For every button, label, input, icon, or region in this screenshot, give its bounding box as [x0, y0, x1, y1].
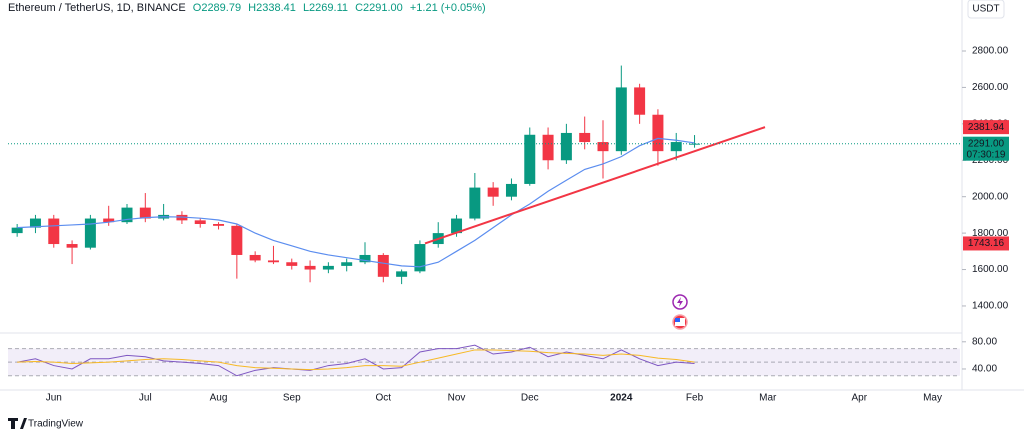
low: L2269.11 [303, 2, 348, 14]
candle-body [322, 265, 334, 270]
brand[interactable]: TradingView [8, 418, 84, 430]
candle-body [267, 260, 279, 263]
currency[interactable]: USDT [972, 4, 999, 15]
candle-body [689, 143, 701, 145]
candle-body [249, 254, 261, 261]
candle-body [359, 254, 371, 263]
candle-body [377, 254, 389, 277]
currency-box[interactable] [967, 0, 1005, 19]
candle-body [231, 225, 243, 255]
candle-body [615, 87, 627, 152]
x-tick-label: Nov [448, 393, 466, 404]
candle-body [542, 134, 554, 161]
y-tick-label: 1800.00 [972, 228, 1009, 239]
price-label-box [963, 136, 1009, 161]
trendline [424, 126, 766, 245]
countdown: 07:30:19 [967, 149, 1006, 160]
y-tick-label: 40.00 [972, 364, 997, 375]
y-tick-label: 80.00 [972, 336, 997, 347]
candle-body [286, 262, 298, 266]
candle-body [597, 142, 609, 152]
y-tick-label: 2600.00 [972, 82, 1009, 93]
moving-average [17, 137, 695, 268]
close: C2291.00 [355, 2, 403, 14]
candle-body [451, 218, 463, 234]
price-label: 2291.00 [968, 138, 1005, 149]
candle-body [103, 218, 115, 223]
price-label: 1743.16 [968, 238, 1005, 249]
x-tick-label: Jul [139, 393, 152, 404]
y-tick-label: 2800.00 [972, 46, 1009, 57]
candle-body [634, 87, 646, 115]
x-tick-label: Feb [686, 393, 704, 404]
candle-body [414, 244, 426, 272]
legend-line: Ethereum / TetherUS, 1D, BINANCE O2289.7… [8, 2, 486, 14]
x-tick-label: 2024 [610, 393, 633, 404]
candle-body [469, 187, 481, 219]
candle-body [139, 207, 151, 219]
candle-body [652, 114, 664, 152]
x-tick-label: Dec [521, 393, 539, 404]
x-tick-label: May [923, 393, 942, 404]
candle-body [29, 218, 41, 228]
flag-canton [675, 318, 680, 322]
rsi-line [17, 349, 695, 371]
candle-body [66, 244, 78, 248]
candle-body [487, 187, 499, 197]
candle-body [48, 218, 60, 245]
rsi-line [17, 344, 695, 377]
event-icons[interactable] [672, 294, 688, 330]
candle-body [304, 265, 316, 270]
change: +1.21 (+0.05%) [410, 2, 486, 14]
x-tick-label: Mar [759, 393, 777, 404]
x-tick-label: Oct [376, 393, 392, 404]
x-tick-label: Aug [210, 393, 228, 404]
candle-body [11, 227, 23, 234]
candle-body [560, 132, 572, 161]
symbol: Ethereum / TetherUS, 1D, BINANCE [8, 2, 186, 14]
candle-body [579, 132, 591, 143]
open: O2289.79 [193, 2, 241, 14]
price-label: 2381.94 [968, 122, 1005, 133]
brand-logo[interactable] [8, 418, 27, 429]
candle-body [121, 207, 133, 223]
x-tick-label: Sep [283, 393, 301, 404]
brand-name[interactable]: TradingView [28, 419, 84, 430]
candle-body [84, 218, 96, 248]
candle-body [670, 142, 682, 152]
candle-body [341, 262, 353, 266]
y-tick-label: 1600.00 [972, 264, 1009, 275]
x-tick-label: Jun [46, 393, 62, 404]
candle-body [396, 271, 408, 277]
price-label-box [963, 236, 1009, 251]
currency-button[interactable]: USDT [967, 0, 1005, 19]
x-tick-label: Apr [852, 393, 868, 404]
y-tick-label: 2000.00 [972, 191, 1009, 202]
price-label-box [963, 120, 1009, 135]
candle-body [505, 183, 517, 197]
candle-body [194, 220, 206, 225]
y-tick-label: 1400.00 [972, 301, 1009, 312]
event-bolt [677, 297, 683, 307]
candle-body [213, 224, 225, 226]
candle-body [524, 134, 536, 184]
high: H2338.41 [248, 2, 296, 14]
